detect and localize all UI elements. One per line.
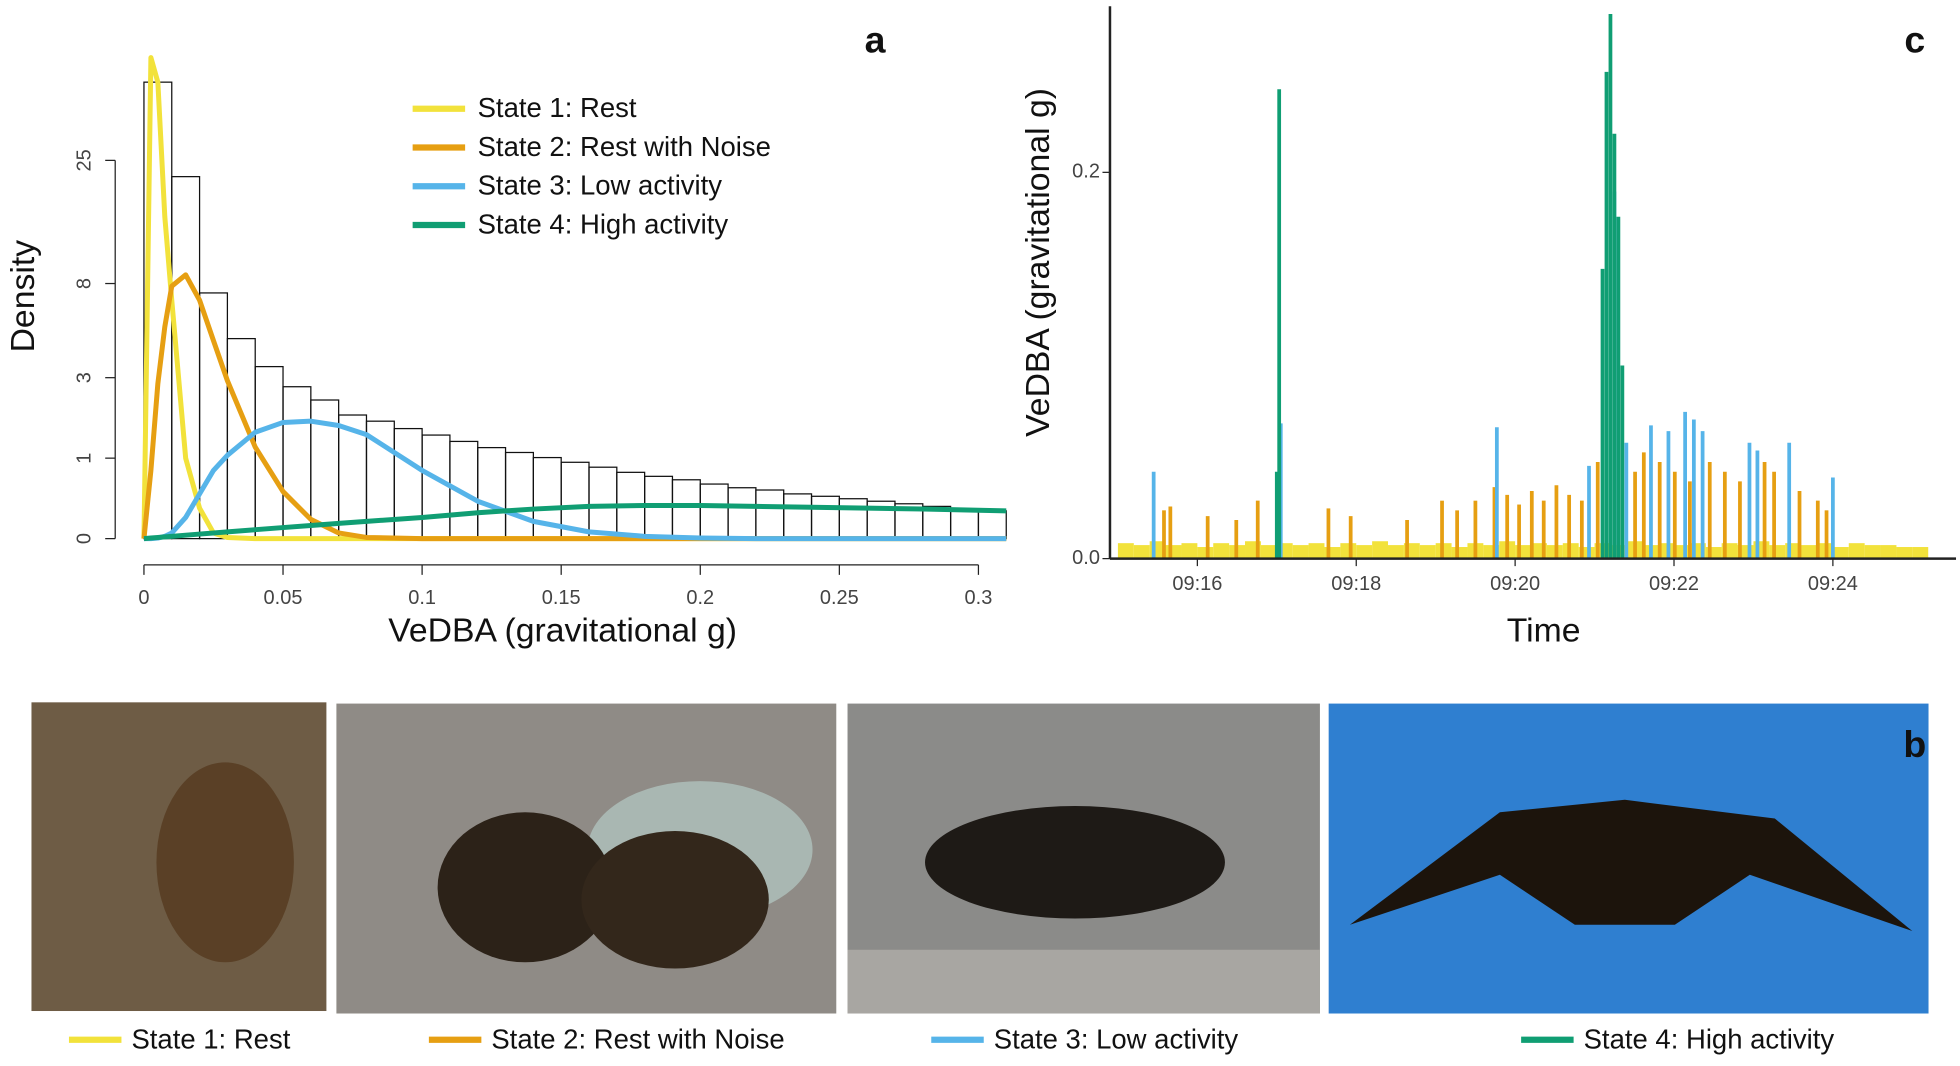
y-tick-label: 0 (73, 533, 95, 544)
density-curve (141, 272, 1007, 542)
baseline-bar (1117, 543, 1134, 559)
baseline-bar (1832, 547, 1849, 559)
baseline-bar (1181, 543, 1198, 559)
histogram-bar (699, 483, 729, 540)
baseline-bar (1292, 545, 1309, 559)
y-axis-title: VeDBA (gravitational g) (1019, 88, 1057, 437)
bird (437, 812, 613, 963)
x-tick-label: 0.25 (820, 587, 859, 609)
density-curve (143, 503, 1007, 542)
legend-label: State 2: Rest with Noise (478, 131, 771, 162)
baseline-bar (1133, 545, 1150, 559)
baseline-bar (1912, 547, 1929, 559)
baseline-bar (1864, 545, 1881, 559)
baseline-bar (1308, 543, 1325, 559)
baseline-bar (1848, 543, 1865, 559)
baseline-bar (1801, 545, 1817, 559)
baseline-bar (1578, 547, 1595, 559)
y-tick-label: 8 (73, 278, 95, 289)
y-tick-label: 1 (73, 453, 95, 464)
photos (31, 702, 1929, 1014)
x-tick-label: 09:20 (1490, 573, 1540, 595)
photo-caption: State 4: High activity (1584, 1023, 1835, 1054)
y-tick-label: 25 (73, 149, 95, 171)
x-tick-label: 0.1 (408, 587, 436, 609)
histogram-bar (949, 508, 980, 540)
x-tick-label: 09:24 (1808, 573, 1858, 595)
panel-label: c (1904, 18, 1925, 60)
x-tick-label: 09:18 (1331, 573, 1381, 595)
legend-label: State 3: Low activity (478, 170, 723, 201)
x-tick-label: 09:22 (1649, 573, 1699, 595)
y-tick-label: 3 (73, 372, 95, 383)
photo-caption: State 3: Low activity (994, 1023, 1239, 1054)
baseline-bar (1356, 545, 1373, 559)
histogram-bar (198, 292, 229, 540)
histogram-bar (393, 427, 423, 540)
sand (847, 949, 1320, 1014)
y-tick-label: 0.0 (1072, 547, 1100, 569)
legend-label: State 4: High activity (478, 208, 729, 239)
density-curve (143, 418, 1007, 542)
histogram-bar (727, 487, 757, 540)
panel-label: a (865, 18, 887, 60)
baseline-bar (1197, 547, 1214, 559)
x-tick-label: 0 (138, 587, 149, 609)
histogram-bar (671, 479, 701, 540)
panel-label: b (1903, 723, 1926, 765)
density-curve (141, 55, 1007, 542)
x-tick-label: 0.3 (965, 587, 993, 609)
baseline-bar (1388, 545, 1404, 559)
x-tick-label: 0.15 (542, 587, 581, 609)
x-tick-label: 0.05 (264, 587, 303, 609)
photo-caption: State 2: Rest with Noise (491, 1023, 784, 1054)
x-axis-title: VeDBA (gravitational g) (388, 611, 737, 649)
baseline-bar (1419, 545, 1436, 559)
baseline-bar (1880, 545, 1897, 559)
legend-label: State 1: Rest (478, 92, 637, 123)
x-tick-label: 09:16 (1172, 573, 1222, 595)
histogram-bar (783, 493, 813, 540)
baseline-bar (1213, 543, 1230, 559)
baseline-bar (1705, 547, 1722, 559)
histogram-bar (755, 489, 785, 540)
x-axis-title: Time (1507, 611, 1581, 649)
bird (1349, 799, 1913, 932)
histogram-bar (421, 434, 451, 540)
baseline-bar (1372, 541, 1389, 559)
histogram-bar (504, 451, 534, 540)
y-axis-title: Density (4, 240, 42, 353)
histogram-bar (810, 495, 840, 540)
baseline-bar (1260, 545, 1277, 559)
bird (581, 831, 769, 969)
baseline-bar (1451, 547, 1468, 559)
baseline-bar (1769, 545, 1786, 559)
histogram-bar (477, 446, 507, 540)
x-tick-label: 0.2 (686, 587, 714, 609)
histogram-bar (838, 498, 868, 540)
bird (925, 806, 1225, 919)
photo-caption: State 1: Rest (131, 1023, 290, 1054)
bird (156, 762, 294, 963)
baseline-bar (1324, 547, 1341, 559)
y-tick-label: 0.2 (1072, 161, 1100, 183)
baseline-bar (1896, 547, 1913, 559)
histogram-bar (977, 510, 1007, 540)
baseline-bar (1165, 545, 1182, 559)
histogram-bar (588, 466, 618, 540)
baseline-bar (1340, 543, 1357, 559)
